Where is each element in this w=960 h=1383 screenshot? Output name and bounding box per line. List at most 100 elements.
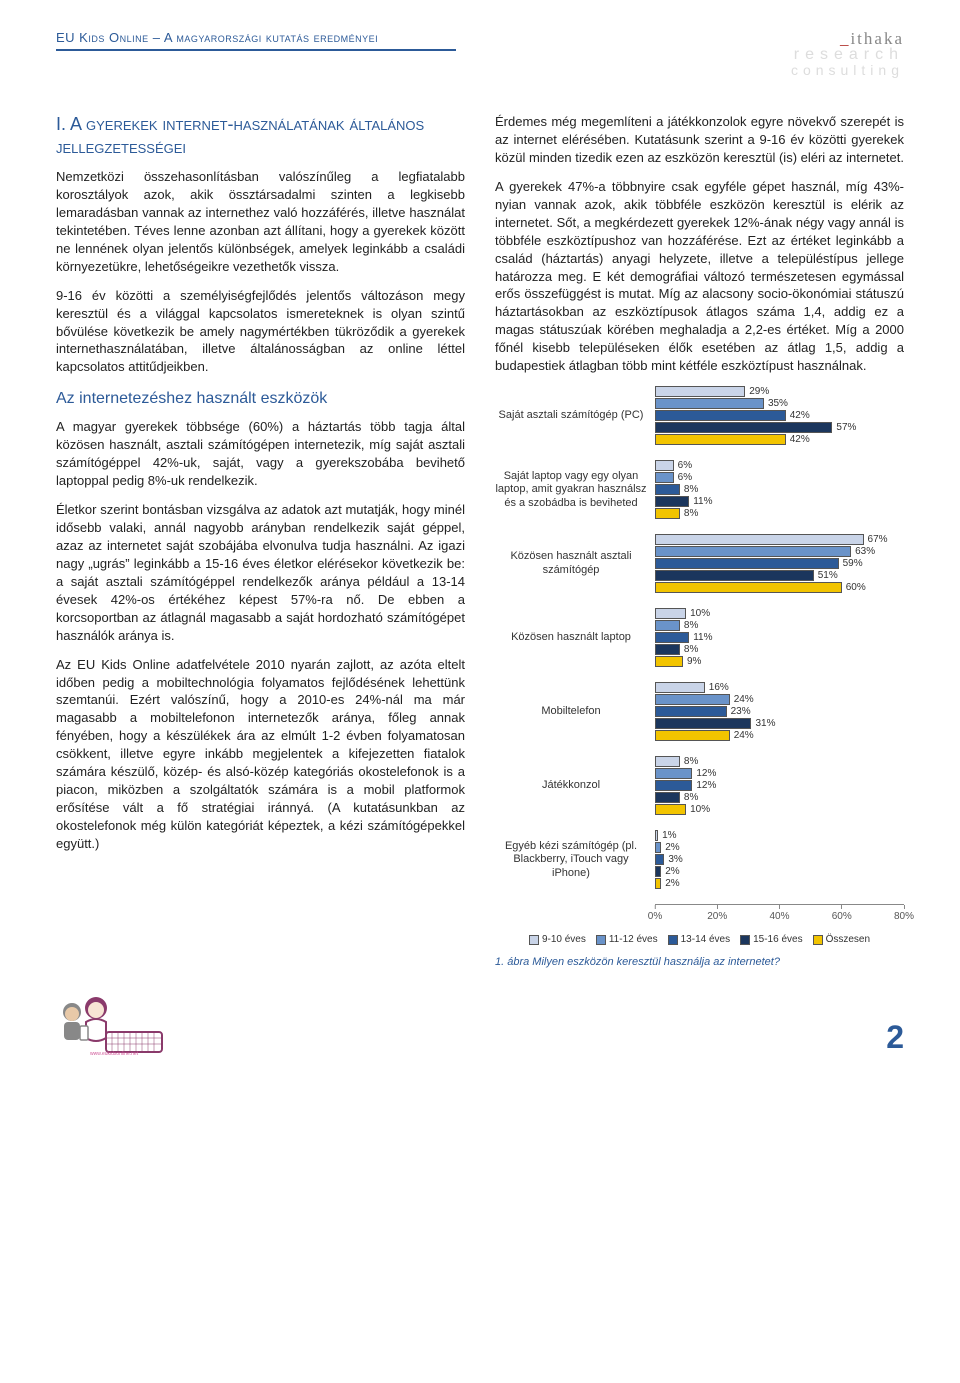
bar xyxy=(655,768,692,779)
right-column: Érdemes még megemlíteni a játékkonzolok … xyxy=(495,113,904,968)
bar xyxy=(655,422,832,433)
chart-category: Közösen használt asztali számítógép67%63… xyxy=(495,534,904,594)
bars-group: 29%35%42%57%42% xyxy=(655,386,904,446)
legend-item: Összesen xyxy=(813,934,870,945)
category-label: Közösen használt laptop xyxy=(495,631,655,645)
bar-chart: Saját asztali számítógép (PC)29%35%42%57… xyxy=(495,386,904,948)
bar-row: 8% xyxy=(655,756,904,767)
bar xyxy=(655,558,839,569)
ithaka-logo: _ithaka research consulting xyxy=(791,30,904,77)
logo-line-3: consulting xyxy=(791,63,904,77)
bar-value-label: 29% xyxy=(749,386,769,397)
bar-value-label: 10% xyxy=(690,804,710,815)
category-label: Mobiltelefon xyxy=(495,705,655,719)
bar xyxy=(655,434,786,445)
bars-group: 1%2%3%2%2% xyxy=(655,830,904,890)
bar-row: 42% xyxy=(655,410,904,421)
chart-category: Egyéb kézi számítógép (pl. Blackberry, i… xyxy=(495,830,904,890)
bar-value-label: 24% xyxy=(734,694,754,705)
bar xyxy=(655,706,727,717)
bar-value-label: 24% xyxy=(734,730,754,741)
bar-value-label: 16% xyxy=(709,682,729,693)
bars-group: 8%12%12%8%10% xyxy=(655,756,904,816)
bar xyxy=(655,756,680,767)
bar xyxy=(655,878,661,889)
x-axis: 0%20%40%60%80% xyxy=(655,904,904,928)
bars-group: 6%6%8%11%8% xyxy=(655,460,904,520)
bar-row: 8% xyxy=(655,620,904,631)
bar-value-label: 60% xyxy=(846,582,866,593)
right-p2: A gyerekek 47%-a többnyire csak egyféle … xyxy=(495,178,904,375)
bar xyxy=(655,386,745,397)
bar xyxy=(655,582,842,593)
bar-value-label: 63% xyxy=(855,546,875,557)
bar-value-label: 8% xyxy=(684,620,698,631)
bar-value-label: 57% xyxy=(836,422,856,433)
legend-item: 9-10 éves xyxy=(529,934,586,945)
bar xyxy=(655,546,851,557)
right-p1: Érdemes még megemlíteni a játékkonzolok … xyxy=(495,113,904,167)
subsection-title: Az internetezéshez használt eszközök xyxy=(56,390,465,408)
eu-kids-logo: www.eukidsonline.net xyxy=(56,992,166,1056)
bar-row: 42% xyxy=(655,434,904,445)
bar-row: 11% xyxy=(655,496,904,507)
axis-tick: 60% xyxy=(832,905,852,922)
bar-value-label: 9% xyxy=(687,656,701,667)
bar xyxy=(655,620,680,631)
category-label: Saját laptop vagy egy olyan laptop, amit… xyxy=(495,470,655,511)
category-label: Saját asztali számítógép (PC) xyxy=(495,409,655,423)
bar-value-label: 51% xyxy=(818,570,838,581)
bar xyxy=(655,484,680,495)
chart-category: Mobiltelefon16%24%23%31%24% xyxy=(495,682,904,742)
bar-value-label: 3% xyxy=(668,854,682,865)
bars-group: 16%24%23%31%24% xyxy=(655,682,904,742)
header-left: EU Kids Online – A magyarországi kutatás… xyxy=(56,30,456,51)
bar xyxy=(655,780,692,791)
bar xyxy=(655,644,680,655)
left-p3: A magyar gyerekek többsége (60%) a házta… xyxy=(56,418,465,490)
bar xyxy=(655,854,664,865)
logo-line-1: _ithaka xyxy=(791,30,904,47)
axis-tick: 20% xyxy=(707,905,727,922)
bar-row: 8% xyxy=(655,644,904,655)
bar-value-label: 2% xyxy=(665,878,679,889)
bar-value-label: 8% xyxy=(684,756,698,767)
axis-tick: 80% xyxy=(894,905,914,922)
bar xyxy=(655,694,730,705)
bar-row: 67% xyxy=(655,534,904,545)
bar-value-label: 6% xyxy=(678,472,692,483)
legend-swatch xyxy=(529,935,539,945)
category-label: Egyéb kézi számítógép (pl. Blackberry, i… xyxy=(495,840,655,881)
bar-value-label: 8% xyxy=(684,644,698,655)
bar-value-label: 2% xyxy=(665,842,679,853)
bar-row: 2% xyxy=(655,866,904,877)
legend-item: 13-14 éves xyxy=(668,934,730,945)
bar-row: 9% xyxy=(655,656,904,667)
bar-value-label: 23% xyxy=(731,706,751,717)
bar-row: 60% xyxy=(655,582,904,593)
bar-row: 10% xyxy=(655,804,904,815)
left-p1: Nemzetközi összehasonlításban valószínűl… xyxy=(56,168,465,276)
left-p4: Életkor szerint bontásban vizsgálva az a… xyxy=(56,501,465,645)
chart-category: Saját asztali számítógép (PC)29%35%42%57… xyxy=(495,386,904,446)
left-column: I. A gyerekek internet-használatának ált… xyxy=(56,113,465,968)
bar xyxy=(655,718,751,729)
bar-row: 24% xyxy=(655,694,904,705)
logo-url: www.eukidsonline.net xyxy=(90,1051,139,1056)
chart-category: Saját laptop vagy egy olyan laptop, amit… xyxy=(495,460,904,520)
legend-item: 11-12 éves xyxy=(596,934,658,945)
bar-value-label: 67% xyxy=(868,534,888,545)
bar-row: 29% xyxy=(655,386,904,397)
section-title: I. A gyerekek internet-használatának ált… xyxy=(56,113,465,158)
bar-row: 35% xyxy=(655,398,904,409)
chart-category: Közösen használt laptop10%8%11%8%9% xyxy=(495,608,904,668)
bar xyxy=(655,508,680,519)
bar-row: 23% xyxy=(655,706,904,717)
chart-container: Saját asztali számítógép (PC)29%35%42%57… xyxy=(495,386,904,968)
legend-swatch xyxy=(740,935,750,945)
bar-row: 1% xyxy=(655,830,904,841)
bar-row: 6% xyxy=(655,472,904,483)
bar-row: 6% xyxy=(655,460,904,471)
legend-swatch xyxy=(668,935,678,945)
bar-row: 2% xyxy=(655,842,904,853)
